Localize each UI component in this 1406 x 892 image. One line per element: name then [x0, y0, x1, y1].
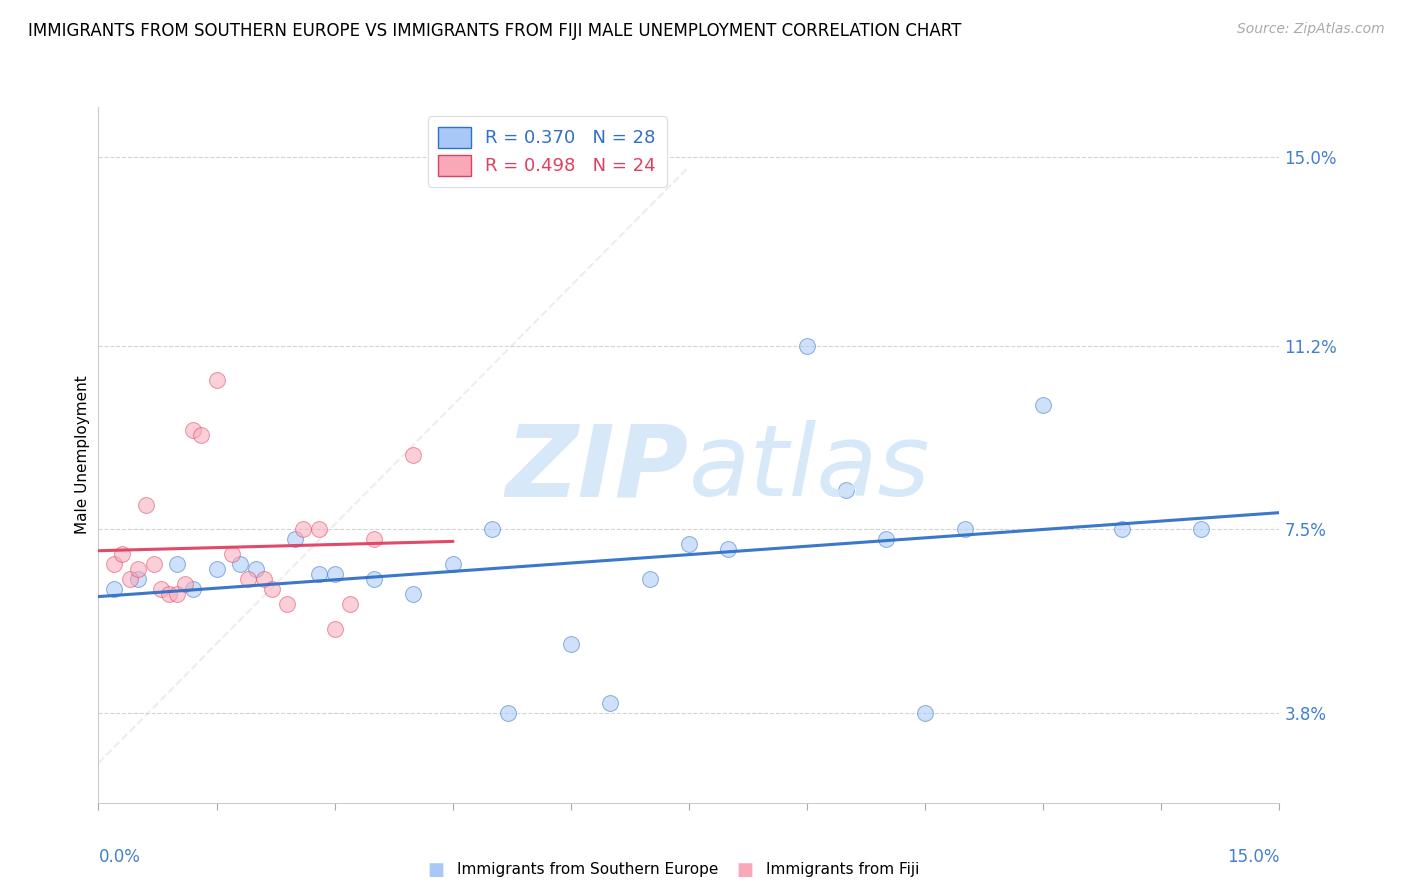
Point: [875, 533, 897, 547]
Point: [953, 523, 976, 537]
Point: [1111, 523, 1133, 537]
Point: [166, 558, 188, 572]
Point: [245, 562, 267, 576]
Point: [796, 338, 818, 352]
Point: [205, 562, 228, 576]
Point: [135, 498, 157, 512]
Point: [127, 562, 149, 576]
Point: [236, 572, 259, 586]
Point: [103, 582, 125, 596]
Text: atlas: atlas: [689, 420, 931, 517]
Point: [103, 558, 125, 572]
Point: [181, 582, 204, 596]
Point: [678, 537, 700, 551]
Point: [284, 533, 307, 547]
Point: [1032, 398, 1054, 412]
Point: [221, 547, 243, 561]
Text: Source: ZipAtlas.com: Source: ZipAtlas.com: [1237, 22, 1385, 37]
Point: [717, 542, 740, 557]
Text: ■: ■: [427, 861, 444, 879]
Point: [339, 597, 361, 611]
Y-axis label: Male Unemployment: Male Unemployment: [75, 376, 90, 534]
Point: [363, 533, 385, 547]
Point: [276, 597, 298, 611]
Point: [402, 587, 425, 601]
Point: [599, 697, 621, 711]
Point: [205, 373, 228, 387]
Point: [190, 428, 212, 442]
Text: 15.0%: 15.0%: [1227, 847, 1279, 865]
Point: [1189, 523, 1212, 537]
Point: [481, 523, 503, 537]
Point: [496, 706, 519, 721]
Point: [914, 706, 936, 721]
Text: ZIP: ZIP: [506, 420, 689, 517]
Point: [363, 572, 385, 586]
Point: [323, 622, 346, 636]
Point: [166, 587, 188, 601]
Point: [260, 582, 283, 596]
Point: [402, 448, 425, 462]
Legend: R = 0.370   N = 28, R = 0.498   N = 24: R = 0.370 N = 28, R = 0.498 N = 24: [427, 116, 666, 186]
Point: [127, 572, 149, 586]
Point: [560, 637, 582, 651]
Text: Immigrants from Southern Europe: Immigrants from Southern Europe: [457, 863, 718, 877]
Text: ■: ■: [737, 861, 754, 879]
Point: [292, 523, 315, 537]
Text: Immigrants from Fiji: Immigrants from Fiji: [766, 863, 920, 877]
Text: 0.0%: 0.0%: [98, 847, 141, 865]
Point: [253, 572, 276, 586]
Point: [150, 582, 173, 596]
Point: [835, 483, 858, 497]
Point: [308, 567, 330, 582]
Point: [118, 572, 141, 586]
Text: IMMIGRANTS FROM SOUTHERN EUROPE VS IMMIGRANTS FROM FIJI MALE UNEMPLOYMENT CORREL: IMMIGRANTS FROM SOUTHERN EUROPE VS IMMIG…: [28, 22, 962, 40]
Point: [174, 577, 197, 591]
Point: [157, 587, 180, 601]
Point: [111, 547, 134, 561]
Point: [323, 567, 346, 582]
Point: [308, 523, 330, 537]
Point: [142, 558, 165, 572]
Point: [229, 558, 252, 572]
Point: [181, 423, 204, 437]
Point: [441, 558, 464, 572]
Point: [638, 572, 661, 586]
